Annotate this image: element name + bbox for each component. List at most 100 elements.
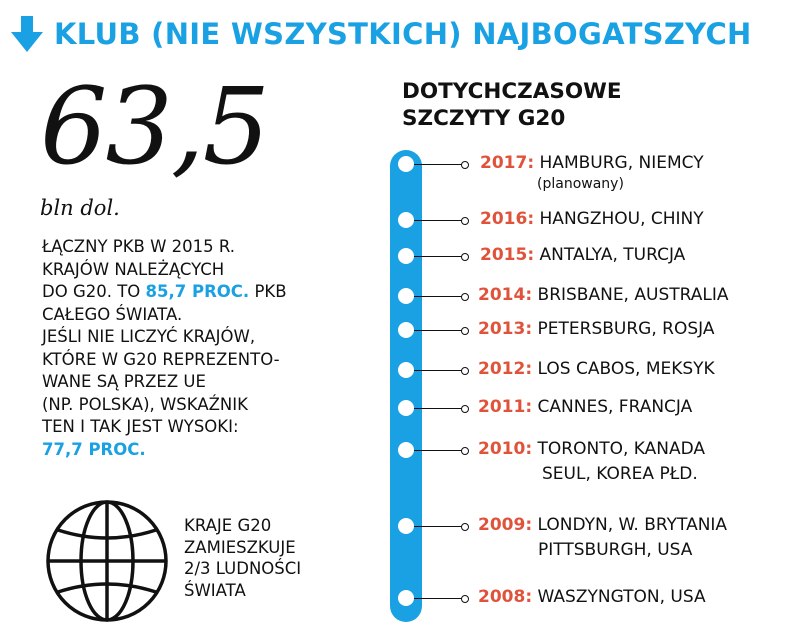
gdp-value: 63,5 [40, 65, 270, 188]
timeline-dot [398, 322, 414, 338]
timeline-connector [414, 330, 464, 331]
summit-place: PETERSBURG, ROSJA [532, 319, 715, 339]
summit-note: (planowany) [537, 176, 624, 192]
population-line: ŚWIATA [184, 580, 246, 600]
timeline-connector [414, 450, 464, 451]
timeline-dot [398, 212, 414, 228]
summit-year: 2011: [478, 397, 533, 417]
description-line: 77,7 PROC. [42, 439, 362, 462]
description-line: (NP. POLSKA), WSKAŹNIK [42, 394, 362, 417]
population-line: KRAJE G20 [184, 516, 272, 535]
description-text: WANE SĄ PRZEZ UE [42, 372, 206, 391]
summit-label: 2015: ANTALYA, TURCJA [480, 245, 685, 265]
summit-place: HAMBURG, NIEMCY [534, 153, 704, 173]
page-title: KLUB (NIE WSZYSTKICH) NAJBOGATSZYCH [54, 17, 752, 51]
timeline-dot [398, 518, 414, 534]
timeline-dot [398, 400, 414, 416]
population-text: KRAJE G20 ZAMIESZKUJE 2/3 LUDNOŚCI ŚWIATA [184, 515, 301, 601]
summit-year: 2010: [478, 439, 533, 459]
timeline-dot [398, 156, 414, 172]
description-text: ŁĄCZNY PKB W 2015 R. [42, 237, 236, 256]
timeline-connector [414, 408, 464, 409]
timeline-dot [398, 442, 414, 458]
summit-year: 2013: [478, 319, 533, 339]
description-line: CAŁEGO ŚWIATA. [42, 304, 362, 327]
summit-place: TORONTO, KANADA [532, 439, 706, 459]
timeline-connector [414, 296, 464, 297]
timeline-connector [414, 598, 464, 599]
timeline-connector-end [461, 253, 469, 261]
timeline-connector-end [461, 327, 469, 335]
summit-year: 2009: [478, 515, 533, 535]
population-line: ZAMIESZKUJE [184, 537, 296, 557]
timeline-dot [398, 248, 414, 264]
timeline-connector [414, 370, 464, 371]
globe-icon [46, 500, 168, 622]
timeline-connector [414, 164, 464, 165]
description-text: DO G20. TO [42, 282, 146, 301]
timeline-connector-end [461, 405, 469, 413]
summit-place: LOS CABOS, MEKSYK [532, 359, 715, 379]
gdp-description: ŁĄCZNY PKB W 2015 R. KRAJÓW NALEŻĄCYCH DO … [42, 236, 362, 461]
summit-label: 2011: CANNES, FRANCJA [478, 397, 692, 417]
timeline-title-line: DOTYCHCZASOWE [402, 79, 622, 104]
summit-label: 2009: LONDYN, W. BRYTANIA [478, 515, 727, 535]
timeline-connector [414, 256, 464, 257]
population-line: 2/3 LUDNOŚCI [184, 559, 302, 578]
summit-place: BRISBANE, AUSTRALIA [532, 285, 729, 305]
arrow-down-icon [11, 16, 43, 52]
timeline-connector-end [461, 161, 469, 169]
timeline-connector [414, 526, 464, 527]
description-line: KRAJÓW NALEŻĄCYCH [42, 259, 362, 282]
summit-year: 2008: [478, 587, 533, 607]
description-line: ŁĄCZNY PKB W 2015 R. [42, 236, 362, 259]
timeline-connector-end [461, 293, 469, 301]
timeline-title: DOTYCHCZASOWE SZCZYTY G20 [402, 78, 622, 132]
summit-label: 2013: PETERSBURG, ROSJA [478, 319, 714, 339]
timeline-connector-end [461, 217, 469, 225]
summit-place: HANGZHOU, CHINY [534, 209, 704, 229]
summit-place: WASZYNGTON, USA [532, 587, 706, 607]
summit-year: 2017: [480, 153, 535, 173]
summit-year: 2015: [480, 245, 535, 265]
highlight-value: 77,7 PROC. [42, 439, 146, 459]
timeline-connector [414, 220, 464, 221]
summit-place-secondary: SEUL, KOREA PŁD. [542, 464, 698, 484]
summit-label: 2012: LOS CABOS, MEKSYK [478, 359, 715, 379]
summit-place: CANNES, FRANCJA [532, 397, 693, 417]
summit-place: ANTALYA, TURCJA [534, 245, 686, 265]
description-text: (NP. POLSKA), WSKAŹNIK [42, 394, 248, 414]
timeline-dot [398, 362, 414, 378]
timeline-title-line: SZCZYTY G20 [402, 106, 566, 131]
summit-year: 2012: [478, 359, 533, 379]
summit-label: 2010: TORONTO, KANADA [478, 439, 705, 459]
description-text: JEŚLI NIE LICZYĆ KRAJÓW, [42, 327, 256, 346]
summit-year: 2014: [478, 285, 533, 305]
summit-label: 2017: HAMBURG, NIEMCY [480, 153, 704, 173]
description-text: PKB [249, 282, 287, 301]
timeline-connector-end [461, 595, 469, 603]
description-text: KTÓRE W G20 REPREZENTO- [42, 349, 280, 369]
highlight-value: 85,7 PROC. [145, 282, 250, 301]
summit-label: 2008: WASZYNGTON, USA [478, 587, 706, 607]
timeline-connector-end [461, 523, 469, 531]
timeline-dot [398, 288, 414, 304]
summit-place-secondary: PITTSBURGH, USA [538, 540, 693, 560]
summit-label: 2016: HANGZHOU, CHINY [480, 209, 704, 229]
description-line: KTÓRE W G20 REPREZENTO- [42, 349, 362, 372]
summit-label: 2014: BRISBANE, AUSTRALIA [478, 285, 728, 305]
description-text: CAŁEGO ŚWIATA. [42, 304, 183, 324]
timeline-bar [390, 150, 422, 622]
description-text: KRAJÓW NALEŻĄCYCH [42, 259, 225, 279]
description-line: TEN I TAK JEST WYSOKI: [42, 416, 362, 439]
timeline-connector-end [461, 367, 469, 375]
timeline-connector-end [461, 447, 469, 455]
description-line: WANE SĄ PRZEZ UE [42, 371, 362, 394]
header: KLUB (NIE WSZYSTKICH) NAJBOGATSZYCH [10, 10, 752, 58]
gdp-unit: bln dol. [40, 196, 120, 220]
timeline-dot [398, 590, 414, 606]
summit-year: 2016: [480, 209, 535, 229]
summit-place: LONDYN, W. BRYTANIA [532, 515, 728, 535]
description-line: DO G20. TO 85,7 PROC. PKB [42, 281, 362, 304]
